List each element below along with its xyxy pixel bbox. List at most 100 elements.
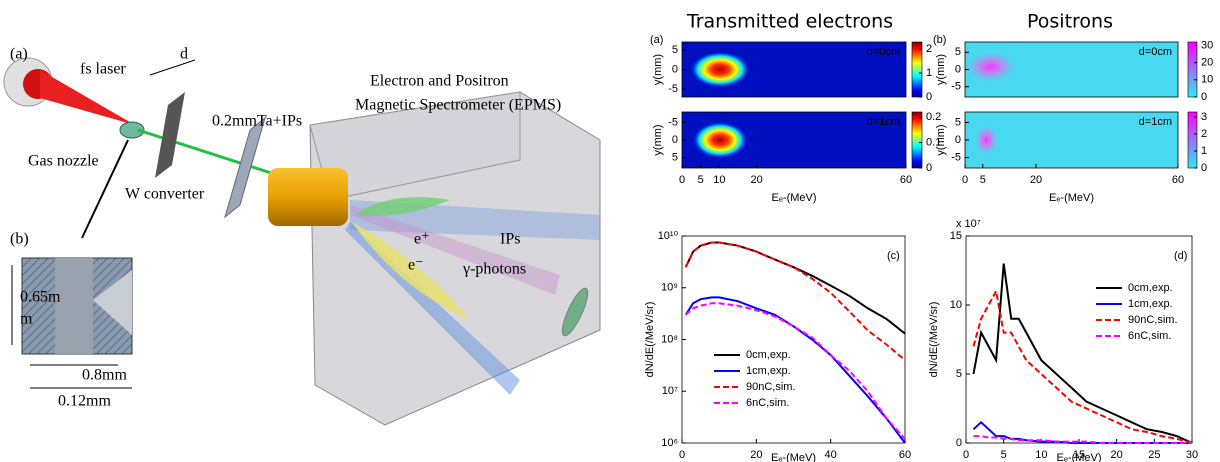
y-axis-label: y(mm): [652, 124, 664, 155]
colorbar-tick-label: 3: [1201, 111, 1207, 123]
label: Gas nozzle: [28, 153, 99, 170]
collimator: [268, 168, 348, 226]
x-tick-label: 20: [750, 449, 762, 461]
x-axis-label: Eₑ-(MeV): [1056, 452, 1101, 462]
y-tick-label: 10¹⁰: [658, 230, 679, 242]
panel-title: Transmitted electrons: [686, 11, 893, 33]
label: IPs: [500, 231, 520, 248]
w-converter: [155, 92, 185, 178]
y-axis-label: y(mm): [935, 124, 947, 155]
label: 0.8mm: [82, 367, 127, 384]
y-tick-label: 10⁶: [661, 437, 678, 449]
legend-label: 1cm,exp.: [1128, 298, 1173, 310]
x-axis-label: Eₑ-(MeV): [1049, 192, 1094, 204]
x-tick-label: 5: [1001, 449, 1007, 461]
x-tick-label: 60: [900, 174, 912, 186]
y-tick-label: 0: [672, 134, 678, 146]
heatmap-intensity: [691, 52, 749, 87]
x-axis-label: Eₑ-(MeV): [771, 192, 816, 204]
body: {"diagram": { "panel_a": "(a)", "laser":…: [0, 0, 1220, 462]
panel-label: (b): [10, 231, 29, 248]
colorbar-tick-label: 2: [926, 43, 932, 55]
x-tick-label: 40: [825, 449, 837, 461]
label: d: [180, 46, 188, 63]
colorbar-tick-label: 0.2: [926, 111, 941, 123]
panel-label: (a): [650, 34, 663, 46]
panel-label: (a): [10, 46, 28, 63]
label: e⁺: [414, 231, 430, 248]
legend-label: 6nC,sim.: [1128, 330, 1171, 342]
colorbar-tick-label: 30: [1201, 39, 1213, 51]
colorbar-tick-label: 2: [1201, 128, 1207, 140]
label: fs laser: [80, 61, 126, 78]
label: 0.2mmTa+IPs: [212, 113, 302, 130]
legend-label: 90nC,sim.: [746, 381, 796, 393]
legend-label: 6nC,sim.: [746, 397, 789, 409]
y-tick-label: 0: [956, 437, 962, 449]
x-tick-label: 20: [1030, 174, 1042, 186]
axis-multiplier: x 10⁷: [956, 218, 981, 230]
y-tick-label: 0: [955, 63, 961, 75]
y-tick-label: -5: [951, 151, 961, 163]
y-tick-label: 10⁷: [662, 385, 678, 397]
colorbar-tick-label: 10: [1201, 74, 1213, 86]
colorbar: [1188, 112, 1197, 168]
colorbar-tick-label: 1: [926, 67, 932, 79]
heatmap-intensity: [693, 122, 747, 158]
label: Magnetic Spectrometer (EPMS): [355, 97, 561, 114]
colorbar: [912, 42, 922, 97]
heatmap-intensity: [963, 50, 1018, 83]
setup-diagram: (a) fs laser d 0.2mmTa+IPs Electron and …: [4, 46, 600, 425]
panel-label: (d): [1174, 250, 1187, 262]
y-tick-label: -5: [668, 116, 678, 128]
y-tick-label: 10: [950, 299, 962, 311]
x-tick-label: 0: [679, 174, 685, 186]
label: Electron and Positron: [370, 73, 509, 90]
colorbar-tick-label: 1: [1201, 145, 1207, 157]
y-axis-label: dN/dE(/MeV/sr): [644, 302, 656, 378]
page: EPMS figure body { margin: 0; background…: [0, 0, 1220, 462]
x-tick-label: 0: [963, 449, 969, 461]
annotation: d=0cm: [1139, 46, 1172, 58]
label: e⁻: [408, 257, 424, 274]
x-tick-label: 20: [751, 174, 763, 186]
label: γ-photons: [462, 261, 526, 278]
colorbar: [912, 112, 922, 168]
y-tick-label: 5: [955, 46, 961, 58]
annotation: d=1cm: [867, 116, 900, 128]
x-tick-label: 10: [713, 174, 725, 186]
y-tick-label: 0: [955, 134, 961, 146]
legend-label: 0cm,exp.: [746, 349, 791, 361]
x-tick-label: 10: [1035, 449, 1047, 461]
x-tick-label: 30: [1186, 449, 1198, 461]
y-tick-label: 0: [672, 63, 678, 75]
legend-label: 1cm,exp.: [746, 365, 791, 377]
annotation: d=0cm: [867, 46, 900, 58]
colorbar: [1188, 42, 1197, 97]
y-tick-label: 10⁹: [661, 282, 678, 294]
y-tick-label: 10⁸: [661, 333, 678, 345]
x-tick-label: 60: [899, 449, 911, 461]
dimension-line: [150, 60, 195, 75]
annotation: d=1cm: [1139, 116, 1172, 128]
label: W converter: [125, 186, 205, 203]
x-tick-label: 5: [698, 174, 704, 186]
y-tick-label: 15: [950, 230, 962, 242]
x-tick-label: 5: [980, 174, 986, 186]
label: m: [20, 311, 33, 328]
y-tick-label: 5: [672, 44, 678, 56]
panel-label: (c): [887, 250, 900, 262]
y-axis-label: y(mm): [652, 54, 664, 85]
x-tick-label: 20: [1111, 449, 1123, 461]
x-tick-label: 0: [962, 174, 968, 186]
colorbar-tick-label: 0: [926, 91, 932, 103]
heatmap-intensity: [974, 123, 1000, 157]
y-tick-label: -5: [668, 83, 678, 95]
y-tick-label: 5: [672, 151, 678, 163]
laser-beam: [40, 70, 135, 125]
colorbar-tick-label: 0: [1201, 162, 1207, 174]
label: 0.12mm: [58, 393, 111, 410]
y-tick-label: -5: [951, 81, 961, 93]
nozzle-channel: [55, 258, 93, 354]
y-axis-label: dN/dE(/MeV/sr): [928, 302, 940, 378]
